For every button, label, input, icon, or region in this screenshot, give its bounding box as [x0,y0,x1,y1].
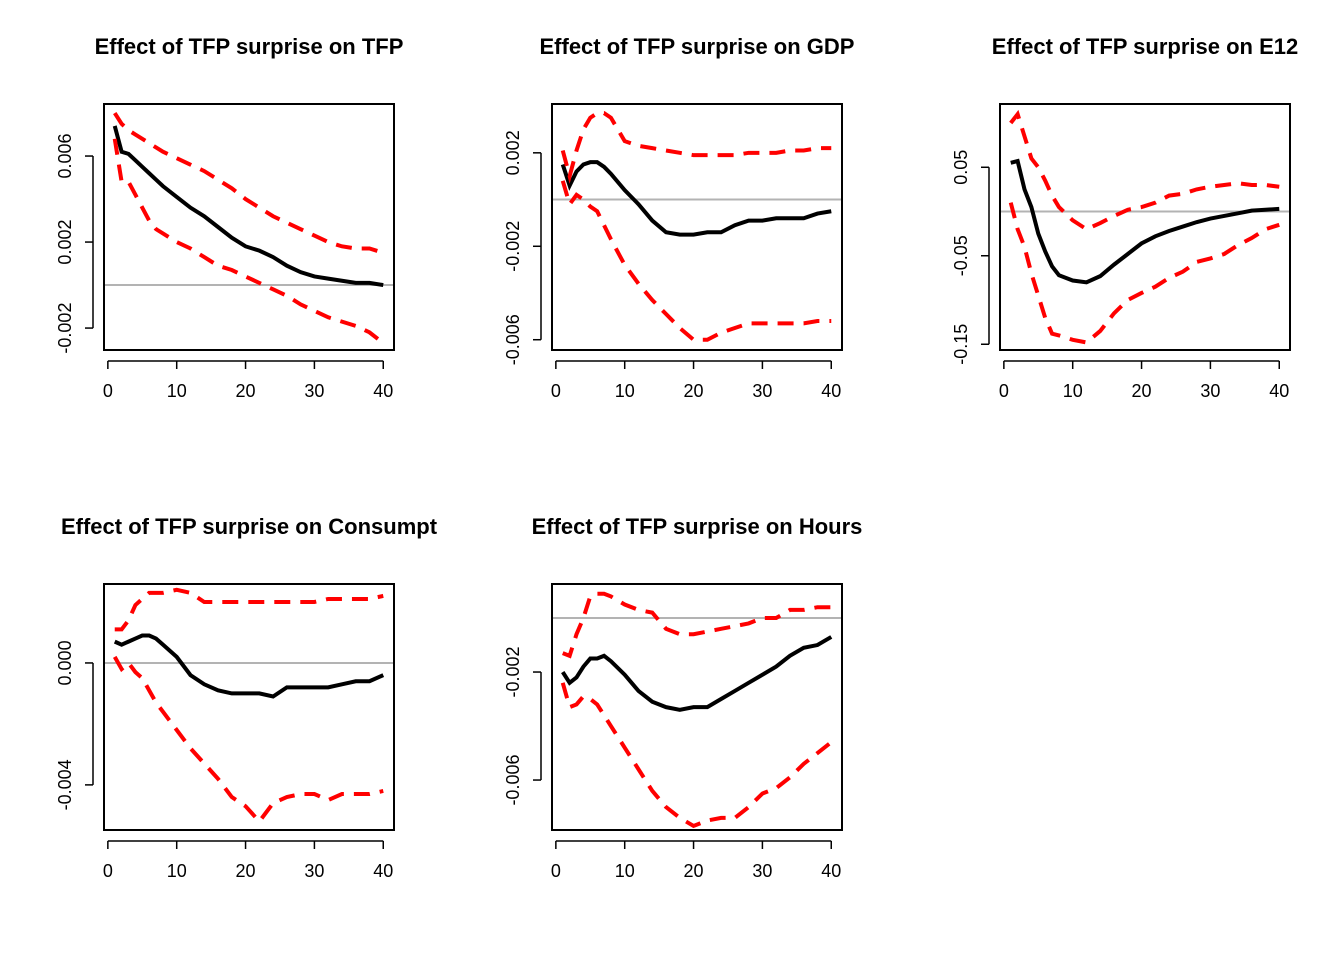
panel-title: Effect of TFP surprise on TFP [95,34,404,59]
panel: Effect of TFP surprise on Consumpt 0 10 20 3… [55,514,438,881]
band-line [112,138,385,345]
y-tick-label: -0.002 [55,303,75,354]
band-line [562,591,832,659]
x-tick-label: 10 [615,381,635,401]
x-tick-label: 20 [1132,381,1152,401]
band-line [560,682,833,829]
x-tick-label: 40 [821,861,841,881]
band-line [560,180,832,342]
band-line [560,111,832,184]
x-tick-label: 0 [551,381,561,401]
panel: Effect of TFP surprise on Hours 0 10 20 30 40… [503,514,862,881]
response-line [113,633,385,699]
plot-box [103,583,395,831]
x-tick-label: 20 [236,381,256,401]
y-tick-label: -0.002 [503,647,523,698]
plot-box [103,103,395,351]
response-line [561,635,833,712]
x-tick-label: 0 [999,381,1009,401]
y-tick-label: -0.15 [951,324,971,365]
x-tick-label: 40 [373,861,393,881]
plot-box [551,583,843,831]
panel-title: Effect of TFP surprise on GDP [540,34,855,59]
y-tick-label: 0.05 [951,150,971,185]
band-line [113,111,384,255]
band-line [112,655,384,825]
x-tick-label: 30 [304,381,324,401]
x-tick-label: 10 [615,861,635,881]
y-tick-label: 0.002 [55,220,75,265]
y-tick-label: -0.006 [503,755,523,806]
x-tick-label: 20 [684,861,704,881]
band-line [1009,109,1280,232]
y-tick-label: -0.05 [951,235,971,276]
panel: Effect of TFP surprise on GDP 0 10 20 30 40 -0… [503,34,854,401]
response-line [1010,158,1280,285]
panel: Effect of TFP surprise on TFP 0 10 20 30 40 -0… [55,34,403,401]
response-line [112,125,384,288]
x-tick-label: 30 [752,861,772,881]
panel-title: Effect of TFP surprise on Consumpt [61,514,438,539]
y-tick-label: 0.000 [55,640,75,685]
x-tick-label: 0 [103,381,113,401]
y-tick-label: -0.006 [503,314,523,365]
x-tick-label: 0 [103,861,113,881]
band-line [1008,202,1280,345]
x-tick-label: 0 [551,861,561,881]
plot-box [551,103,843,351]
x-tick-label: 20 [236,861,256,881]
x-tick-label: 30 [304,861,324,881]
response-line [560,160,832,237]
panel: Effect of TFP surprise on E12 0 10 20 30 40 -0… [951,34,1298,401]
panel-title: Effect of TFP surprise on E12 [992,34,1298,59]
x-tick-label: 40 [821,381,841,401]
band-line [114,587,384,632]
x-tick-label: 20 [684,381,704,401]
x-tick-label: 30 [1200,381,1220,401]
x-tick-label: 40 [1269,381,1289,401]
x-tick-label: 40 [373,381,393,401]
y-tick-label: 0.002 [503,130,523,175]
x-tick-label: 10 [167,381,187,401]
x-tick-label: 10 [1063,381,1083,401]
y-tick-label: -0.002 [503,221,523,272]
plot-box [999,103,1291,351]
x-tick-label: 30 [752,381,772,401]
x-tick-label: 10 [167,861,187,881]
panel-title: Effect of TFP surprise on Hours [532,514,863,539]
y-tick-label: -0.004 [55,759,75,810]
y-tick-label: 0.006 [55,134,75,179]
